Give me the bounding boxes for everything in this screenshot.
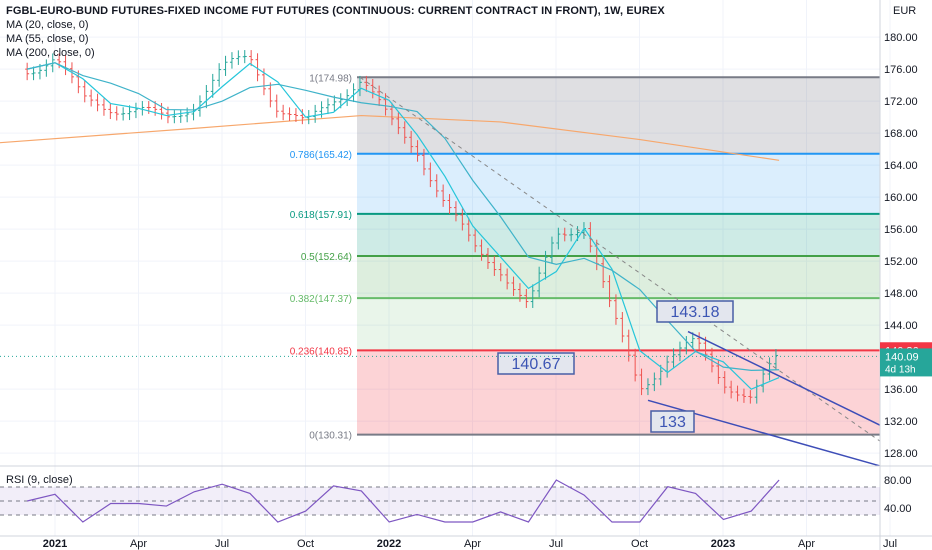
price-tick: 128.00 [884,448,918,460]
price-axis-unit: EUR [893,5,916,17]
fib-label-0.382: 0.382(147.37) [290,294,352,305]
rsi-legend: RSI (9, close) [6,474,73,486]
fib-label-0: 0(130.31) [309,431,352,442]
chart-legend: FGBL-EURO-BUND FUTURES-FIXED INCOME FUT … [6,4,665,60]
time-tick: Jul [215,538,229,550]
fib-label-0.618: 0.618(157.91) [290,210,352,221]
price-tick: 164.00 [884,160,918,172]
level-callout-box [497,352,575,375]
ma55-legend: MA (55, close, 0) [6,33,89,45]
price-tick: 160.00 [884,192,918,204]
fib-label-0.5: 0.5(152.64) [301,252,352,263]
fib-label-1: 1(174.98) [309,73,352,84]
time-tick: Jul [549,538,563,550]
ma200-legend: MA (200, close, 0) [6,47,95,59]
countdown-text: 4d 13h [885,364,916,375]
time-tick: 2023 [711,538,735,550]
current-price-tag [880,348,932,377]
price-tick: 148.00 [884,288,918,300]
time-tick: Apr [798,538,815,550]
fib-zone-0.382 [357,298,880,351]
fib-label-0.786: 0.786(165.42) [290,150,352,161]
ma55-line [27,62,780,371]
time-tick: Apr [464,538,481,550]
fib-zone-1 [357,77,880,154]
rsi-tick: 80.00 [884,475,912,487]
fib-zone-0.618 [357,213,880,257]
price-tick: 132.00 [884,416,918,428]
price-tick: 180.00 [884,32,918,44]
dashed-trendline [359,76,881,442]
rsi-tick: 40.00 [884,503,912,515]
wedge-upper-line [687,330,881,426]
level-callout-text: 133 [659,414,686,431]
time-tick: Jul [883,538,897,550]
price-tick: 168.00 [884,128,918,140]
rsi-line [27,479,780,523]
price-tick: 136.00 [884,384,918,396]
price-tick: 156.00 [884,224,918,236]
fib-zone-0.5 [357,256,880,299]
current-price-text: 140.09 [885,351,919,363]
fib-zone-0.236 [357,350,880,435]
fib-zone-0.786 [357,153,880,214]
ma20-line [27,62,780,390]
level-callout-box [656,300,734,323]
price-tick: 172.00 [884,96,918,108]
time-tick: Oct [297,538,314,550]
price-tick: 176.00 [884,64,918,76]
fib-label-0.236: 0.236(140.85) [290,346,352,357]
level-callout-box [650,410,695,433]
price-tick: 144.00 [884,320,918,332]
ma200-line [0,114,780,161]
symbol-title: FGBL-EURO-BUND FUTURES-FIXED INCOME FUT … [6,5,665,17]
time-tick: Apr [130,538,147,550]
time-tick: 2021 [43,538,67,550]
time-tick: 2022 [377,538,401,550]
level-callout-text: 140.67 [512,356,561,373]
time-tick: Oct [631,538,648,550]
price-tick: 152.00 [884,256,918,268]
level-callout-text: 143.18 [671,304,720,321]
ma20-legend: MA (20, close, 0) [6,19,89,31]
